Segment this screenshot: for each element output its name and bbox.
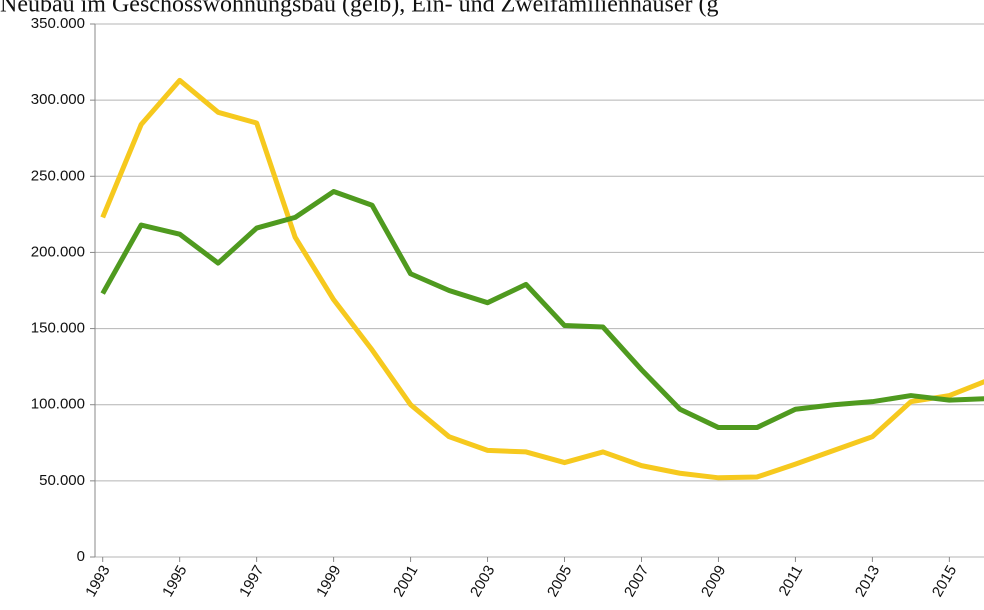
y-tick-label: 350.000 [31, 15, 85, 32]
y-tick-label: 200.000 [31, 243, 85, 260]
x-tick-label: 2007 [621, 562, 652, 599]
x-tick-label: 2001 [390, 562, 421, 599]
chart-title: Neubau im Geschosswohnungsbau (gelb), Ei… [0, 0, 719, 18]
x-tick-label: 2013 [852, 562, 883, 599]
x-tick-label: 2015 [929, 562, 960, 599]
x-tick-label: 1997 [236, 562, 267, 599]
x-tick-label: 2011 [775, 562, 806, 598]
y-tick-label: 50.000 [39, 472, 85, 489]
y-tick-label: 0 [77, 548, 85, 565]
y-tick-label: 250.000 [31, 167, 85, 184]
x-tick-label: 2009 [698, 562, 729, 599]
x-tick-label: 1993 [82, 562, 113, 599]
x-tick-label: 2005 [544, 562, 575, 599]
x-tick-label: 1999 [313, 562, 344, 599]
y-tick-label: 300.000 [31, 91, 85, 108]
data-line [100, 77, 984, 481]
x-tick-label: 1995 [159, 562, 190, 599]
y-tick-label: 100.000 [31, 396, 85, 413]
plot-area [100, 77, 984, 481]
x-tick-label: 2003 [467, 562, 498, 599]
data-line [100, 189, 984, 431]
y-tick-label: 150.000 [31, 320, 85, 337]
